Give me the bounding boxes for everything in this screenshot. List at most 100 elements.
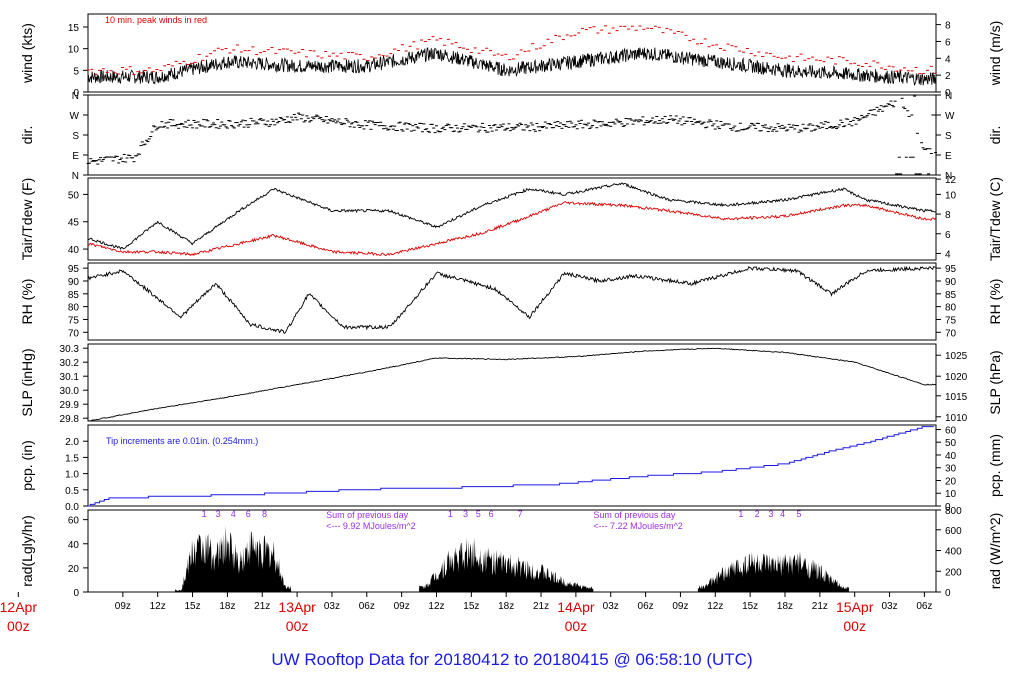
panel-frame-temp — [87, 177, 937, 261]
left-axis-label-temp: Tair/Tdew (F) — [19, 178, 35, 260]
right-tick-label-rh: 80 — [945, 303, 957, 314]
right-tick-label-dir: N — [945, 91, 952, 102]
panel-frame-slp — [87, 343, 937, 422]
tip-increments-note: Tip increments are 0.01in. (0.254mm.) — [106, 436, 258, 446]
right-axis-label-wind: wind (m/s) — [987, 21, 1003, 87]
right-tick-label-rh: 90 — [945, 277, 957, 288]
right-tick-label-wind: 8 — [945, 21, 951, 32]
solar-hour-mark: 3 — [463, 509, 468, 519]
right-tick-label-dir: W — [945, 111, 955, 122]
solar-sum-label-2: Sum of previous day — [593, 510, 676, 520]
right-tick-label-slp: 1010 — [945, 413, 968, 424]
solar-hour-mark: 4 — [231, 509, 236, 519]
right-axis-label-rh: RH (%) — [987, 279, 1003, 325]
left-tick-label-wind: 0 — [73, 88, 79, 99]
air-temperature-line — [87, 182, 936, 250]
right-tick-label-rh: 85 — [945, 290, 957, 301]
right-tick-label-pcp: 40 — [945, 451, 957, 462]
pressure-line — [88, 347, 937, 422]
solar-sum-value-1: <--- 9.92 MJoules/m^2 — [326, 521, 416, 531]
left-tick-label-dir: W — [70, 111, 80, 122]
peak-wind-note: 10 min. peak winds in red — [105, 15, 207, 25]
solar-radiation-area-3 — [697, 551, 849, 592]
right-tick-label-slp: 1025 — [945, 351, 968, 362]
date-label-hour: 00z — [286, 618, 309, 634]
left-tick-label-pcp: 0.5 — [65, 486, 79, 497]
right-tick-label-wind: 6 — [945, 37, 951, 48]
x-tick-label: 03z — [881, 601, 897, 612]
x-tick-label: 15z — [463, 601, 479, 612]
date-label-day: 13Apr — [278, 599, 316, 615]
left-axis-label-rad: rad(Lgly/hr) — [19, 515, 35, 587]
x-tick-label: 03z — [324, 601, 340, 612]
left-tick-label-rh: 80 — [68, 303, 80, 314]
right-tick-label-rh: 75 — [945, 315, 957, 326]
right-tick-label-dir: S — [945, 131, 952, 142]
left-tick-label-dir: N — [72, 171, 79, 182]
right-axis-label-temp: Tair/Tdew (C) — [987, 177, 1003, 261]
right-axis-label-slp: SLP (hPa) — [987, 350, 1003, 414]
left-tick-label-pcp: 1.5 — [65, 453, 79, 464]
right-tick-label-temp: 10 — [945, 190, 957, 201]
x-tick-label: 06z — [638, 601, 654, 612]
right-tick-label-wind: 4 — [945, 54, 951, 65]
right-axis-label-pcp: pcp. (mm) — [987, 434, 1003, 497]
left-tick-label-rad: 60 — [68, 516, 80, 527]
right-axis-label-dir: dir. — [987, 126, 1003, 145]
x-tick-label: 06z — [359, 601, 375, 612]
solar-hour-mark: 3 — [216, 509, 221, 519]
date-label-hour: 00z — [7, 618, 30, 634]
right-tick-label-wind: 2 — [945, 71, 951, 82]
x-tick-label: 21z — [533, 601, 549, 612]
left-tick-label-rh: 70 — [68, 328, 80, 339]
solar-sum-value-2: <--- 7.22 MJoules/m^2 — [593, 521, 683, 531]
x-tick-label: 18z — [219, 601, 235, 612]
solar-hour-mark: 1 — [448, 509, 453, 519]
date-label-day: 12Apr — [0, 599, 37, 615]
left-tick-label-rad: 0 — [73, 588, 79, 599]
panel-frame-pcp — [87, 424, 937, 507]
right-tick-label-temp: 4 — [945, 249, 951, 260]
left-axis-label-dir: dir. — [19, 126, 35, 145]
solar-hour-mark: 1 — [202, 509, 207, 519]
x-tick-label: 06z — [916, 601, 932, 612]
left-tick-label-slp: 29.9 — [60, 400, 80, 411]
left-tick-label-rh: 85 — [68, 290, 80, 301]
date-label-hour: 00z — [843, 618, 866, 634]
x-tick-label: 09z — [115, 601, 131, 612]
x-tick-label: 15z — [184, 601, 200, 612]
relative-humidity-line — [87, 265, 936, 334]
left-tick-label-rh: 95 — [68, 264, 80, 275]
left-tick-label-dir: E — [72, 151, 79, 162]
right-tick-label-rad: 0 — [945, 588, 951, 599]
left-tick-label-temp: 40 — [68, 245, 80, 256]
right-tick-label-pcp: 10 — [945, 489, 957, 500]
x-tick-label: 21z — [254, 601, 270, 612]
right-tick-label-rad: 800 — [945, 506, 962, 517]
left-tick-label-wind: 10 — [68, 45, 80, 56]
right-tick-label-slp: 1020 — [945, 372, 968, 383]
right-tick-label-pcp: 0 — [945, 502, 951, 513]
right-tick-label-rh: 95 — [945, 264, 957, 275]
left-tick-label-pcp: 0.0 — [65, 502, 79, 513]
left-tick-label-temp: 45 — [68, 218, 80, 229]
solar-hour-mark: 5 — [796, 509, 801, 519]
left-axis-label-rh: RH (%) — [19, 279, 35, 325]
right-tick-label-pcp: 20 — [945, 477, 957, 488]
right-tick-label-rad: 200 — [945, 567, 962, 578]
left-axis-label-slp: SLP (inHg) — [19, 348, 35, 416]
left-tick-label-pcp: 1.0 — [65, 470, 79, 481]
right-tick-label-pcp: 60 — [945, 425, 957, 436]
solar-hour-mark: 3 — [769, 509, 774, 519]
solar-hour-mark: 6 — [489, 509, 494, 519]
right-tick-label-pcp: 30 — [945, 464, 957, 475]
left-tick-label-slp: 30.2 — [60, 358, 80, 369]
panel-frame-wind — [87, 13, 937, 93]
solar-hour-mark: 5 — [476, 509, 481, 519]
right-tick-label-dir: N — [945, 171, 952, 182]
left-axis-label-wind: wind (kts) — [19, 23, 35, 84]
x-tick-label: 09z — [672, 601, 688, 612]
dew-point-line — [87, 201, 936, 257]
left-tick-label-dir: S — [72, 131, 79, 142]
